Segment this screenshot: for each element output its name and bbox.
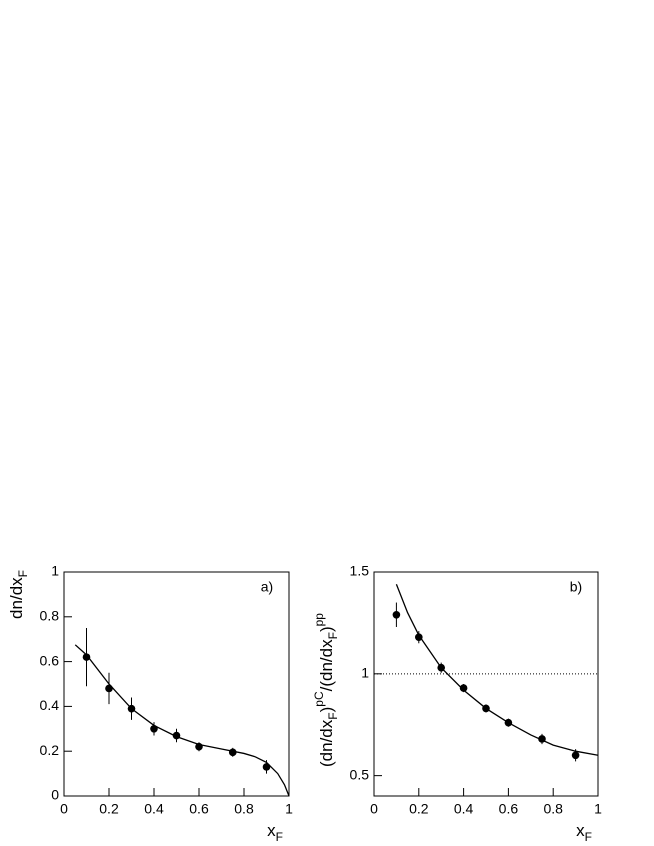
y-tick-label: 0.5 <box>350 766 370 782</box>
label-part: (dn/dx <box>317 719 336 767</box>
data-point <box>437 663 446 672</box>
label-part: x <box>267 821 276 840</box>
y-tick-label: 0.4 <box>40 697 60 713</box>
y-tick-label: 1.5 <box>350 563 370 579</box>
x-tick-label: 0.4 <box>144 801 164 817</box>
x-tick-label: 0.6 <box>499 801 519 817</box>
data-point <box>459 684 468 692</box>
label-part: ) <box>317 626 336 632</box>
data-point <box>538 735 546 743</box>
x-axis-label: xF <box>267 821 283 844</box>
data-point <box>172 731 181 740</box>
data-point <box>105 684 113 693</box>
x-tick-label: 0.8 <box>234 801 254 817</box>
label-part: x <box>576 821 585 840</box>
x-tick-label: 0.2 <box>99 801 119 817</box>
data-point <box>195 742 203 751</box>
y-tick-label: 1 <box>361 665 369 681</box>
y-tick-label: 0 <box>51 787 59 803</box>
label-part: F <box>16 570 30 577</box>
x-tick-label: 0.2 <box>409 801 429 817</box>
y-axis-label: dn/dxF <box>7 570 30 619</box>
data-point <box>150 725 158 733</box>
label-part: pp <box>312 613 326 627</box>
x-tick-label: 1 <box>285 801 293 817</box>
x-tick-label: 0 <box>60 801 68 817</box>
panel-label: b) <box>570 579 582 595</box>
x-tick-label: 0.8 <box>543 801 563 817</box>
data-point <box>571 751 580 760</box>
y-tick-label: 1 <box>51 563 59 579</box>
label-part: pC <box>312 691 326 707</box>
label-part: ) <box>317 707 336 713</box>
x-axis-label: xF <box>576 821 592 844</box>
x-tick-label: 0.4 <box>454 801 474 817</box>
label-part: /(dn/dx <box>317 639 336 691</box>
label-part: F <box>276 830 283 844</box>
label-part: F <box>585 830 592 844</box>
data-point <box>262 763 271 771</box>
data-point <box>228 748 237 757</box>
x-tick-label: 0 <box>370 801 378 817</box>
fit-curve <box>74 644 290 797</box>
y-tick-label: 0.2 <box>40 742 60 758</box>
label-part: F <box>326 712 340 719</box>
label-part: dn/dx <box>7 577 26 619</box>
data-point <box>482 704 490 713</box>
fit-curve <box>395 583 599 756</box>
label-part: F <box>326 632 340 639</box>
data-point <box>415 633 423 641</box>
y-tick-label: 0.8 <box>40 608 60 624</box>
data-point <box>82 653 91 661</box>
data-point <box>504 718 513 727</box>
x-tick-label: 0.6 <box>189 801 209 817</box>
plot-frame <box>63 571 290 797</box>
y-axis-label: (dn/dxF)pC/(dn/dxF)pp <box>312 613 340 767</box>
panel-label: a) <box>261 579 273 595</box>
x-tick-label: 1 <box>594 801 602 817</box>
y-tick-label: 0.6 <box>40 652 60 668</box>
data-point <box>392 610 401 619</box>
plot-frame <box>373 571 599 797</box>
data-point <box>127 704 136 713</box>
